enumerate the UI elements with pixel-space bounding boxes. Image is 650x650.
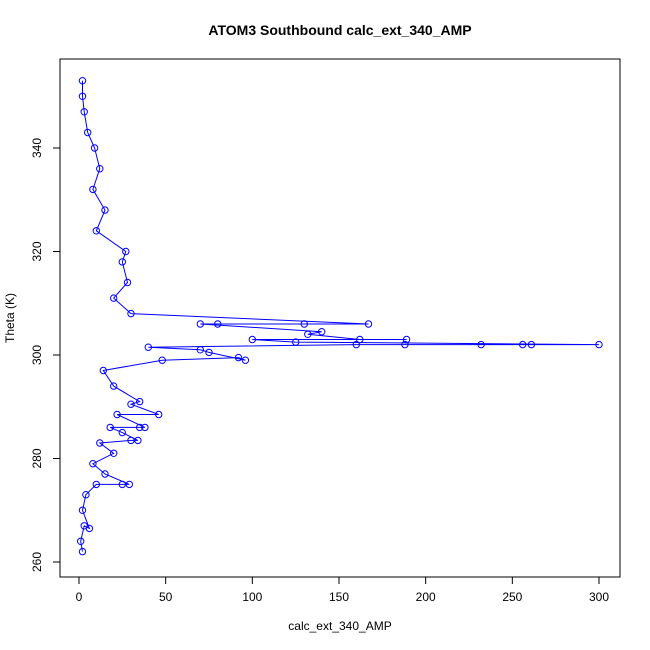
data-point — [196, 346, 205, 354]
data-point — [78, 506, 87, 514]
data-point — [248, 335, 257, 344]
data-point — [144, 343, 153, 351]
data-point — [101, 470, 109, 478]
data-point — [595, 340, 603, 349]
series-line — [80, 80, 600, 552]
data-point — [123, 278, 132, 287]
x-tick-label: 200 — [416, 590, 436, 604]
x-axis-label: calc_ext_340_AMP — [288, 619, 391, 633]
data-point — [155, 410, 163, 419]
data-point — [84, 128, 92, 137]
y-tick-label: 320 — [30, 241, 44, 261]
data-point — [90, 144, 99, 152]
data-point — [118, 258, 127, 266]
data-point — [82, 491, 90, 499]
data-point — [96, 165, 104, 173]
data-point — [101, 206, 109, 214]
y-tick-label: 280 — [30, 448, 44, 468]
data-point — [300, 320, 308, 328]
data-point — [234, 353, 243, 362]
y-tick-label: 300 — [30, 345, 44, 365]
data-point — [118, 428, 127, 437]
data-point — [96, 439, 104, 447]
plot-frame — [59, 58, 621, 578]
data-point — [127, 309, 135, 318]
data-point — [92, 227, 101, 235]
data-point — [122, 247, 130, 256]
data-point — [214, 320, 222, 328]
x-axis: 0 50 100 150 200 250 300 — [76, 576, 609, 604]
data-point — [136, 423, 144, 432]
data-point — [78, 547, 87, 556]
x-tick-label: 0 — [76, 590, 83, 604]
chart-title: ATOM3 Southbound calc_ext_340_AMP — [208, 22, 471, 38]
data-point — [356, 335, 364, 344]
data-point — [477, 340, 485, 349]
data-point — [318, 328, 326, 336]
x-tick-label: 250 — [502, 590, 522, 604]
data-point — [99, 366, 108, 375]
data-point — [241, 356, 250, 364]
x-tick-label: 150 — [329, 590, 349, 604]
data-point — [110, 382, 118, 390]
x-tick-label: 100 — [242, 590, 262, 604]
y-axis-label: Theta (K) — [3, 293, 17, 343]
x-tick-label: 50 — [159, 590, 173, 604]
data-point — [125, 480, 134, 489]
data-point — [89, 185, 97, 194]
data-point — [136, 397, 144, 406]
data-point — [402, 335, 411, 344]
data-point — [92, 480, 101, 489]
x-tick-label: 300 — [589, 590, 609, 604]
y-tick-label: 260 — [30, 552, 44, 572]
data-point — [118, 480, 127, 489]
data-point — [352, 340, 360, 349]
data-point — [158, 356, 166, 364]
data-point — [292, 338, 300, 346]
data-point — [78, 77, 87, 85]
data-point — [110, 294, 118, 302]
data-point — [519, 340, 527, 349]
data-point — [85, 524, 94, 533]
data-point — [304, 330, 312, 338]
y-tick-label: 340 — [30, 138, 44, 158]
data-point — [106, 423, 114, 432]
data-point — [141, 423, 149, 432]
data-point — [89, 460, 97, 468]
data-point — [196, 320, 205, 328]
data-point — [127, 400, 135, 408]
data-point — [364, 320, 373, 328]
data-point — [134, 436, 142, 445]
data-point — [78, 92, 87, 101]
data-point — [401, 340, 409, 349]
data-point — [77, 537, 85, 545]
data-point — [80, 108, 88, 116]
series-layer — [77, 77, 603, 556]
data-point — [113, 410, 121, 419]
data-point — [110, 449, 118, 457]
data-point — [527, 340, 536, 349]
data-point — [205, 348, 213, 357]
y-axis: 260 280 300 320 340 — [30, 138, 61, 572]
